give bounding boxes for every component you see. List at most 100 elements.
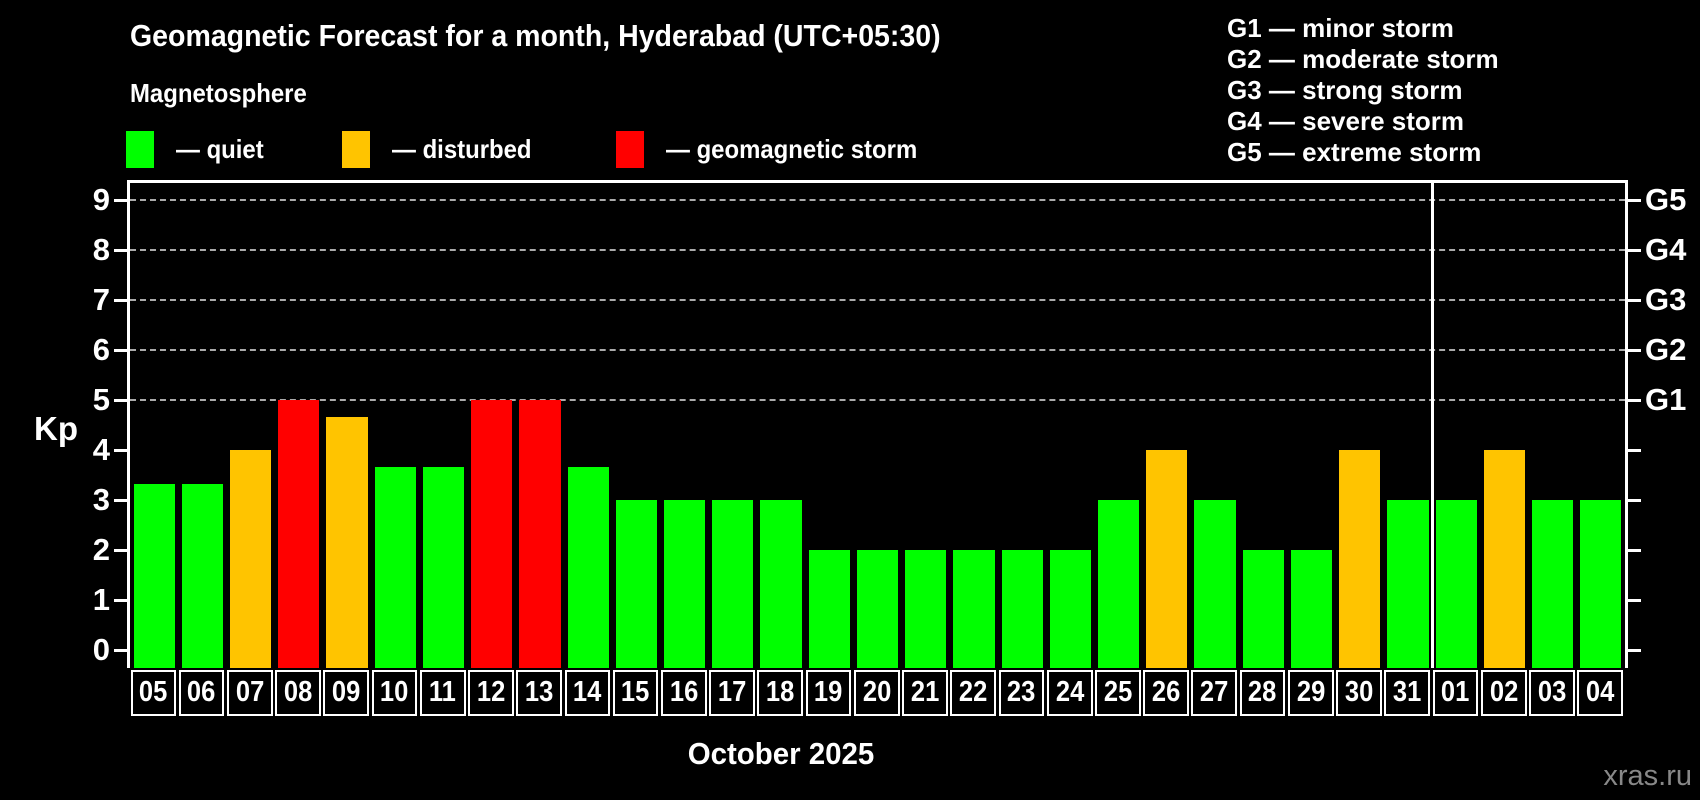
day-box-14: 14: [564, 670, 611, 716]
y-tick-left-0: [114, 649, 127, 652]
y-tick-right-8: [1628, 249, 1641, 252]
day-box-13: 13: [516, 670, 563, 716]
chart-subtitle-text: Magnetosphere: [130, 78, 307, 108]
y-tick-right-9: [1628, 199, 1641, 202]
g-legend-line-g3: G3 — strong storm: [1227, 75, 1463, 105]
day-box-05: 05: [130, 670, 177, 716]
right-axis-label-g3: G3: [1645, 282, 1687, 317]
day-box-label: 29: [1296, 676, 1325, 708]
kp-bar-day-14: [567, 466, 609, 668]
chart-subtitle: Magnetosphere: [130, 78, 322, 109]
day-box-02: 02: [1480, 670, 1527, 716]
gridline-kp8: [130, 249, 1625, 251]
day-box-01: 01: [1432, 670, 1479, 716]
day-box-label: 12: [476, 676, 506, 708]
day-box-04: 04: [1577, 670, 1623, 716]
kp-bar-day-27: [1194, 500, 1236, 668]
day-box-09: 09: [323, 670, 370, 716]
legend-swatch-storm: [616, 131, 644, 168]
day-box-label: 06: [187, 676, 216, 708]
month-separator-line: [1430, 183, 1434, 668]
day-box-15: 15: [612, 670, 659, 716]
day-box-17: 17: [709, 670, 755, 716]
y-tick-left-4: [114, 449, 127, 452]
day-box-label: 26: [1151, 676, 1181, 708]
kp-bar-day-30: [1339, 450, 1381, 668]
right-axis-label-g1: G1: [1645, 382, 1687, 417]
right-axis-label-g2: G2: [1645, 332, 1687, 367]
kp-bar-day-16: [663, 500, 706, 668]
y-tick-right-1: [1628, 599, 1641, 602]
day-box-label: 22: [958, 676, 988, 708]
kp-bar-day-20: [856, 550, 899, 668]
day-box-label: 23: [1007, 676, 1036, 708]
day-box-03: 03: [1529, 670, 1575, 716]
kp-bar-day-31: [1387, 500, 1429, 668]
day-box-30: 30: [1336, 670, 1382, 716]
day-box-label: 03: [1537, 676, 1567, 708]
g-legend-line-g2: G2 — moderate storm: [1227, 44, 1499, 74]
day-box-label: 27: [1200, 676, 1229, 708]
legend-label-storm: — geomagnetic storm: [666, 134, 918, 164]
y-tick-right-7: [1628, 299, 1641, 302]
right-axis-label-g5: G5: [1645, 182, 1687, 217]
kp-bar-day-07: [229, 450, 272, 668]
day-box-label: 24: [1055, 676, 1084, 708]
kp-bar-day-24: [1049, 550, 1091, 668]
day-box-label: 28: [1248, 676, 1277, 708]
g-scale-legend: G1 — minor storm G2 — moderate storm G3 …: [1227, 13, 1499, 168]
day-box-label: 05: [139, 676, 168, 708]
y-tick-label-6: 6: [92, 332, 110, 367]
y-tick-label-4: 4: [92, 432, 110, 467]
day-box-24: 24: [1046, 670, 1093, 716]
day-box-07: 07: [226, 670, 273, 716]
y-tick-right-0: [1628, 649, 1641, 652]
kp-bar-day-21: [905, 550, 947, 668]
y-tick-label-0: 0: [92, 632, 110, 667]
kp-bar-day-26: [1146, 450, 1188, 668]
kp-bar-day-23: [1001, 550, 1043, 668]
kp-bar-day-10: [374, 466, 416, 668]
legend-label-disturbed: — disturbed: [392, 134, 532, 164]
g-legend-line-g4: G4 — severe storm: [1227, 106, 1465, 136]
plot-area: [127, 180, 1628, 668]
kp-bar-day-18: [760, 500, 802, 668]
day-box-label: 14: [573, 676, 602, 708]
day-box-label: 11: [429, 676, 457, 708]
day-box-label: 10: [380, 676, 409, 708]
gridline-kp9: [130, 199, 1625, 201]
y-tick-label-3: 3: [92, 482, 110, 517]
kp-bar-day-12: [471, 400, 513, 668]
day-box-label: 15: [621, 676, 650, 708]
day-box-26: 26: [1143, 670, 1189, 716]
x-axis-month-label: October 2025: [687, 736, 875, 771]
day-box-23: 23: [998, 670, 1045, 716]
day-box-10: 10: [371, 670, 418, 716]
kp-bar-day-08: [278, 400, 320, 668]
day-box-16: 16: [660, 670, 707, 716]
y-tick-label-1: 1: [92, 582, 110, 617]
gridline-kp7: [130, 299, 1625, 301]
y-tick-label-9: 9: [92, 182, 110, 217]
kp-bar-day-09: [326, 416, 368, 668]
y-tick-right-4: [1628, 449, 1641, 452]
day-box-11: 11: [419, 670, 466, 716]
day-box-label: 30: [1344, 676, 1374, 708]
day-box-label: 20: [862, 676, 891, 708]
y-tick-left-9: [114, 199, 127, 202]
day-box-label: 04: [1585, 676, 1615, 708]
kp-bar-day-04: [1580, 500, 1622, 668]
kp-bar-day-06: [181, 483, 223, 668]
y-tick-left-6: [114, 349, 127, 352]
kp-bar-day-13: [519, 400, 561, 668]
legend-label-quiet: — quiet: [176, 134, 264, 164]
gridline-kp6: [130, 349, 1625, 351]
day-box-06: 06: [178, 670, 225, 716]
kp-bar-day-03: [1532, 500, 1574, 668]
y-tick-right-6: [1628, 349, 1641, 352]
day-box-29: 29: [1287, 670, 1334, 716]
kp-bar-day-25: [1098, 500, 1140, 668]
kp-bar-day-29: [1290, 550, 1333, 668]
right-axis-label-g4: G4: [1645, 232, 1687, 267]
y-tick-label-5: 5: [92, 382, 110, 417]
